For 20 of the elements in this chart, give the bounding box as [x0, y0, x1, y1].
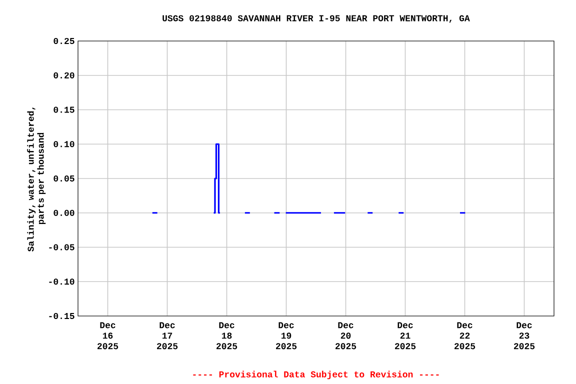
y-tick-label: -0.10: [49, 278, 74, 285]
x-tick-label: Dec 21 2025: [395, 322, 416, 350]
y-tick-label: 0.10: [54, 141, 74, 148]
y-tick-label: 0.20: [54, 72, 74, 78]
x-tick-label: Dec 20 2025: [336, 322, 356, 350]
y-axis-title: Salinity, water, unfiltered, parts per thousand: [27, 107, 46, 252]
x-tick-label: Dec 19 2025: [276, 322, 297, 350]
x-tick-label: Dec 16 2025: [97, 322, 118, 350]
x-tick-label: Dec 18 2025: [216, 322, 238, 350]
y-tick-label: 0.05: [54, 175, 74, 182]
x-tick-label: Dec 22 2025: [454, 322, 476, 350]
x-tick-label: Dec 23 2025: [514, 322, 535, 350]
y-tick-label: -0.15: [49, 312, 74, 320]
chart-title: USGS 02198840 SAVANNAH RIVER I-95 NEAR PORT WENTWORTH, GA: [162, 15, 470, 23]
x-tick-label: Dec 17 2025: [156, 322, 178, 350]
y-tick-label: -0.05: [49, 244, 74, 250]
y-tick-label: 0.25: [54, 38, 74, 44]
y-tick-label: 0.15: [54, 106, 74, 113]
text: ---- Provisional Data Subject to Revision ----: [193, 370, 439, 380]
y-tick-label: 0.00: [54, 210, 74, 216]
